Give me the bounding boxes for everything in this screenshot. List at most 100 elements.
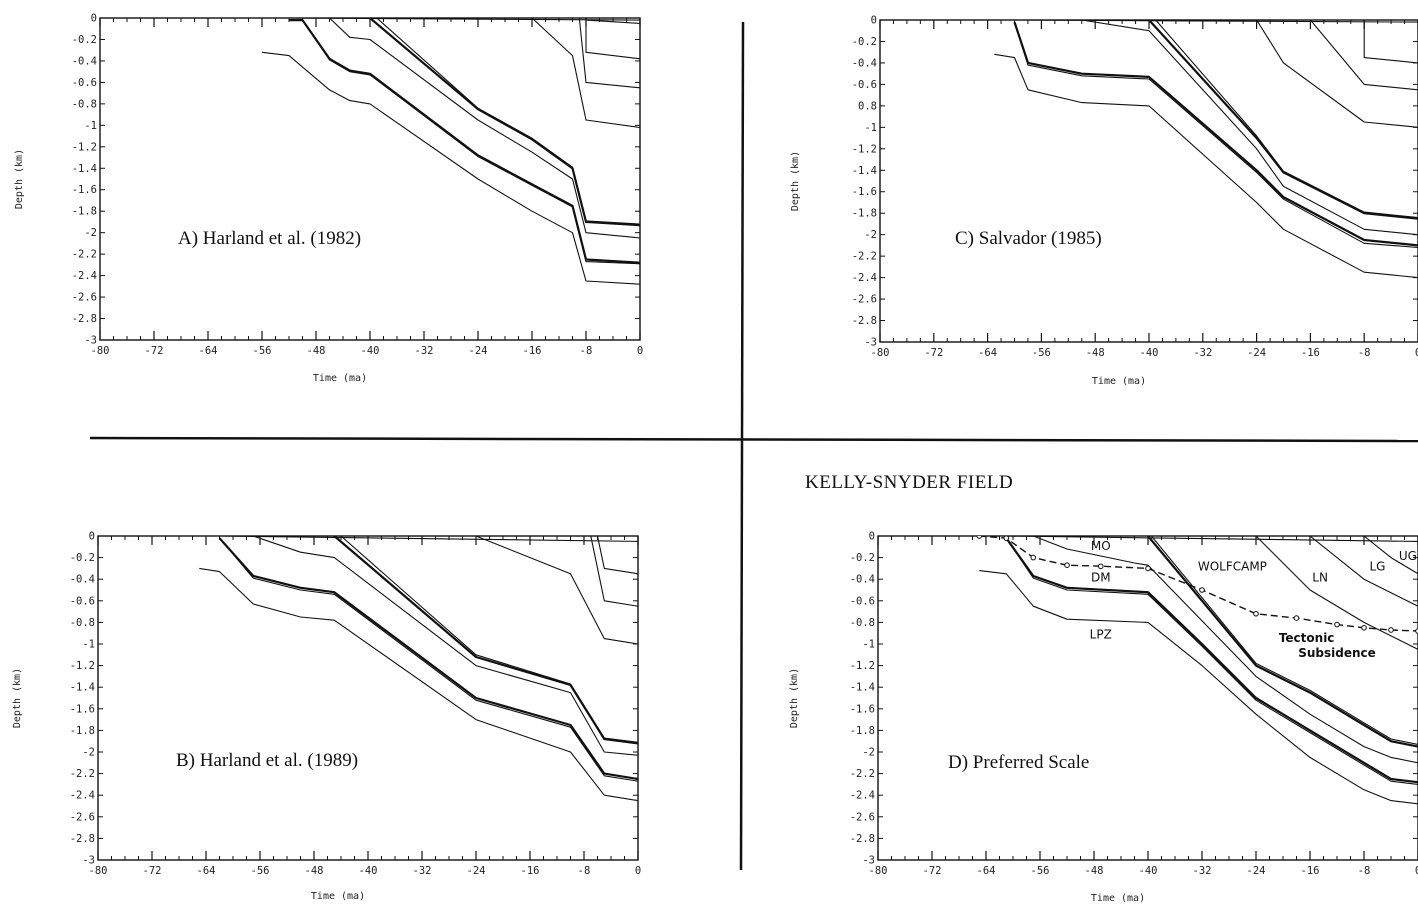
y-tick-label: -2 <box>862 747 875 759</box>
subsidence-point <box>1293 615 1300 621</box>
y-tick-label: -2.2 <box>70 768 95 780</box>
y-tick-label: -1.6 <box>850 703 875 715</box>
x-tick-label: -24 <box>1247 865 1266 877</box>
x-tick-label: -56 <box>253 345 272 357</box>
x-tick-label: -40 <box>1140 347 1159 359</box>
subsidence-point <box>1145 565 1151 572</box>
burial-curve-6 <box>340 536 638 743</box>
subsidence-point <box>1388 627 1394 633</box>
y-tick-label: 0 <box>91 13 97 25</box>
panel-title: D) Preferred Scale <box>948 752 1089 773</box>
y-tick-label: -0.2 <box>852 36 877 48</box>
burial-curve-10 <box>219 536 638 542</box>
y-tick-label: -2 <box>84 227 97 239</box>
y-tick-label: -2.6 <box>70 811 95 823</box>
y-tick-label: -1.2 <box>72 141 97 153</box>
y-tick-label: 0.8 <box>858 100 877 112</box>
y-tick-label: -1.4 <box>70 682 95 694</box>
y-tick-label: -2.8 <box>850 833 875 845</box>
x-tick-label: -32 <box>1193 347 1212 359</box>
x-tick-label: -64 <box>977 865 996 877</box>
x-tick-label: -48 <box>1085 865 1104 877</box>
y-tick-label: -2 <box>864 229 877 241</box>
burial-curve-6 <box>1155 20 1418 219</box>
y-tick-label: -0.8 <box>850 617 875 629</box>
burial-curve-4 <box>1081 20 1418 236</box>
y-tick-label: -2.2 <box>72 249 97 261</box>
x-tick-label: -32 <box>415 345 434 357</box>
y-axis-label: Depth (km) <box>789 668 800 728</box>
x-tick-label: -32 <box>1193 865 1212 877</box>
burial-curve-1 <box>979 570 1418 805</box>
x-tick-label: -64 <box>199 345 218 357</box>
subsidence-point <box>1334 621 1340 628</box>
x-tick-label: -32 <box>413 865 432 877</box>
burial-curve-1 <box>199 567 638 802</box>
burial-curve-3 <box>219 537 638 782</box>
y-tick-label: -0.2 <box>72 34 97 46</box>
burial-curve-3 <box>1013 21 1418 249</box>
x-tick-label: -40 <box>1139 865 1158 877</box>
horizontal-divider <box>89 436 1418 443</box>
burial-curve-8 <box>1309 20 1418 91</box>
subsidence-point <box>1253 610 1259 617</box>
y-tick-label: -0.6 <box>852 79 877 91</box>
subsidence-point <box>1199 587 1205 593</box>
y-tick-label: -2.8 <box>852 315 877 327</box>
x-tick-label: -56 <box>251 865 270 877</box>
burial-curve-7 <box>531 18 640 129</box>
y-tick-label: -1 <box>84 120 97 132</box>
x-tick-label: -56 <box>1031 865 1050 877</box>
y-tick-label: -1 <box>82 639 95 651</box>
x-tick-label: 0 <box>1415 347 1418 359</box>
y-tick-label: -2.8 <box>70 833 95 845</box>
panel-title: A) Harland et al. (1982) <box>178 228 361 249</box>
y-tick-label: -0.2 <box>850 552 875 564</box>
y-tick-label: -2.2 <box>850 768 875 780</box>
x-tick-label: -8 <box>1358 347 1371 359</box>
panel-a-harland-1982: -80 -72 -64 -56 -48 -40 -32 -24 -16 -8 00-0.2-0.4-… <box>14 13 643 385</box>
burial-curve-1 <box>261 51 640 285</box>
plot-frame <box>877 535 1418 861</box>
formation-label-dm: DM <box>1091 570 1111 584</box>
x-axis-label: Time (ma) <box>1091 893 1145 904</box>
y-tick-label: -3 <box>84 335 97 347</box>
burial-curve-10 <box>1014 20 1418 23</box>
burial-curve-10 <box>1006 536 1418 542</box>
burial-curve-9 <box>1363 20 1418 64</box>
x-tick-label: 0 <box>635 865 641 877</box>
burial-curve-3 <box>289 19 640 265</box>
panel-title: B) Harland et al. (1989) <box>176 750 358 771</box>
x-tick-label: -80 <box>871 347 890 359</box>
plot-frame <box>99 17 641 341</box>
vertical-divider <box>739 21 745 871</box>
subsidence-point <box>1064 562 1070 568</box>
burial-curve-2 <box>289 19 640 264</box>
x-tick-label: -40 <box>361 345 380 357</box>
x-axis-label: Time (ma) <box>313 373 367 384</box>
burial-curve-3 <box>1005 537 1418 785</box>
y-tick-label: -1.8 <box>852 208 877 220</box>
y-tick-label: -2.4 <box>72 270 97 282</box>
x-tick-label: -16 <box>521 865 540 877</box>
y-tick-label: 0 <box>89 531 95 543</box>
x-tick-label: -24 <box>469 345 488 357</box>
burial-curve-7 <box>1256 20 1418 128</box>
x-tick-label: -80 <box>869 865 888 877</box>
burial-curve-9 <box>596 536 638 575</box>
y-tick-label: -1.8 <box>72 206 97 218</box>
y-tick-label: -1.6 <box>70 703 95 715</box>
x-tick-label: -40 <box>359 865 378 877</box>
burial-curve-6 <box>1150 536 1418 745</box>
x-tick-label: -24 <box>1247 347 1266 359</box>
y-tick-label: 0 <box>869 531 875 543</box>
panel-d-preferred-scale: -80-72-64-56-48-40-32-24-16-800-0.2-0.4-… <box>789 531 1418 904</box>
subsidence-point <box>1003 536 1010 541</box>
burial-curve-4 <box>253 536 638 756</box>
x-tick-label: -8 <box>580 345 593 357</box>
burial-curve-6 <box>376 18 640 225</box>
x-tick-label: 0 <box>1415 865 1418 877</box>
burial-curve-4 <box>1033 536 1418 764</box>
x-tick-label: -48 <box>305 865 324 877</box>
